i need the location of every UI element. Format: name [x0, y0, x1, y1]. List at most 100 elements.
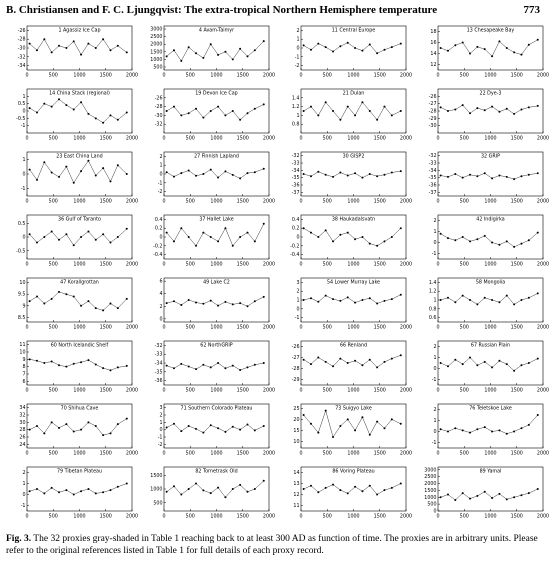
y-tick-label: 0.5 — [18, 221, 26, 227]
x-tick-label: 0 — [299, 136, 302, 142]
proxy-point — [368, 484, 371, 487]
proxy-point — [368, 242, 371, 245]
proxy-point — [498, 429, 501, 432]
y-tick-label: 0.4 — [155, 217, 163, 223]
x-tick-label: 1500 — [374, 514, 386, 520]
proxy-line — [166, 423, 264, 433]
y-tick-label: -35 — [429, 175, 437, 181]
proxy-point — [302, 227, 305, 230]
x-tick-label: 1000 — [484, 73, 496, 79]
proxy-point — [102, 38, 105, 41]
proxy-point — [224, 227, 227, 230]
y-tick-label: 15 — [293, 428, 299, 434]
proxy-point — [58, 290, 61, 293]
x-tick-label: 0 — [162, 325, 165, 331]
proxy-point — [116, 236, 119, 238]
proxy-point — [80, 170, 83, 173]
proxy-point — [102, 167, 105, 170]
x-tick-label: 1500 — [511, 262, 523, 268]
proxy-point — [202, 116, 205, 119]
y-tick-label: 0.8 — [292, 122, 300, 128]
proxy-point — [195, 52, 198, 55]
x-tick-label: 0 — [436, 388, 439, 394]
x-tick-label: 0 — [162, 388, 165, 394]
proxy-point — [43, 38, 46, 41]
x-tick-label: 0 — [436, 199, 439, 205]
y-tick-label: 1 — [296, 113, 299, 119]
y-tick-label: -0.4 — [290, 252, 299, 258]
proxy-point — [187, 425, 190, 427]
panel-title: 27 Finnish Lapland — [194, 154, 239, 160]
proxy-point — [217, 240, 220, 243]
x-tick-label: 0 — [436, 262, 439, 268]
proxy-point — [399, 170, 402, 173]
proxy-point — [253, 240, 256, 243]
proxy-line — [29, 160, 127, 184]
x-tick-label: 1500 — [237, 199, 249, 205]
proxy-point — [262, 479, 265, 482]
y-tick-label: -36 — [429, 183, 437, 189]
y-tick-label: 2 — [159, 413, 162, 419]
x-tick-label: 0 — [25, 262, 28, 268]
proxy-point — [28, 490, 31, 493]
x-tick-label: 2000 — [537, 514, 549, 520]
y-tick-label: -0.4 — [153, 252, 162, 258]
proxy-point — [383, 299, 386, 302]
proxy-point — [28, 300, 31, 303]
proxy-point — [125, 227, 128, 230]
x-tick-label: 500 — [49, 73, 58, 79]
proxy-point — [109, 369, 112, 372]
proxy-point — [390, 114, 393, 117]
proxy-point — [65, 233, 68, 236]
x-tick-label: 1000 — [210, 73, 222, 79]
y-tick-label: -2 — [158, 189, 163, 195]
y-tick-label: -1 — [432, 251, 437, 257]
panel-title: 4 Avam-Taimyr — [199, 28, 234, 34]
y-tick-label: -35 — [292, 175, 300, 181]
panel-title: 14 China Stack (regional) — [49, 91, 110, 97]
x-tick-label: 2000 — [126, 199, 138, 205]
proxy-point — [461, 363, 464, 366]
proxy-point — [109, 114, 112, 117]
proxy-point — [72, 493, 75, 496]
proxy-point — [217, 486, 220, 489]
proxy-point — [469, 173, 472, 176]
x-tick-label: 1500 — [237, 451, 249, 457]
proxy-point — [498, 110, 501, 113]
proxy-point — [536, 104, 539, 107]
proxy-point — [224, 430, 227, 433]
x-tick-label: 1000 — [347, 73, 359, 79]
proxy-line — [303, 483, 401, 495]
y-tick-label: 24 — [19, 442, 25, 448]
proxy-point — [346, 231, 349, 234]
y-tick-label: 0 — [296, 46, 299, 52]
y-tick-label: -2 — [295, 63, 300, 69]
x-tick-label: 1000 — [347, 262, 359, 268]
proxy-point — [65, 365, 68, 368]
y-tick-label: 0 — [159, 172, 162, 178]
proxy-line — [440, 39, 538, 57]
y-tick-label: 10 — [293, 439, 299, 445]
x-tick-label: 1000 — [484, 325, 496, 331]
x-tick-label: 1500 — [100, 73, 112, 79]
y-tick-label: -32 — [292, 153, 300, 159]
proxy-point — [231, 303, 234, 306]
x-tick-label: 1500 — [374, 199, 386, 205]
proxy-point — [332, 483, 335, 486]
proxy-point — [332, 365, 335, 368]
proxy-point — [317, 42, 320, 45]
proxy-point — [239, 369, 242, 372]
y-tick-label: 2 — [22, 470, 25, 476]
proxy-point — [446, 493, 449, 496]
proxy-point — [180, 172, 183, 175]
y-tick-label: 2000 — [150, 42, 162, 48]
proxy-line — [166, 296, 264, 307]
x-tick-label: 0 — [299, 388, 302, 394]
proxy-point — [469, 52, 472, 55]
proxy-point — [527, 106, 530, 109]
proxy-point — [527, 43, 530, 46]
proxy-point — [454, 358, 457, 361]
proxy-point — [58, 44, 61, 47]
proxy-point — [536, 292, 539, 295]
x-tick-label: 1500 — [100, 136, 112, 142]
